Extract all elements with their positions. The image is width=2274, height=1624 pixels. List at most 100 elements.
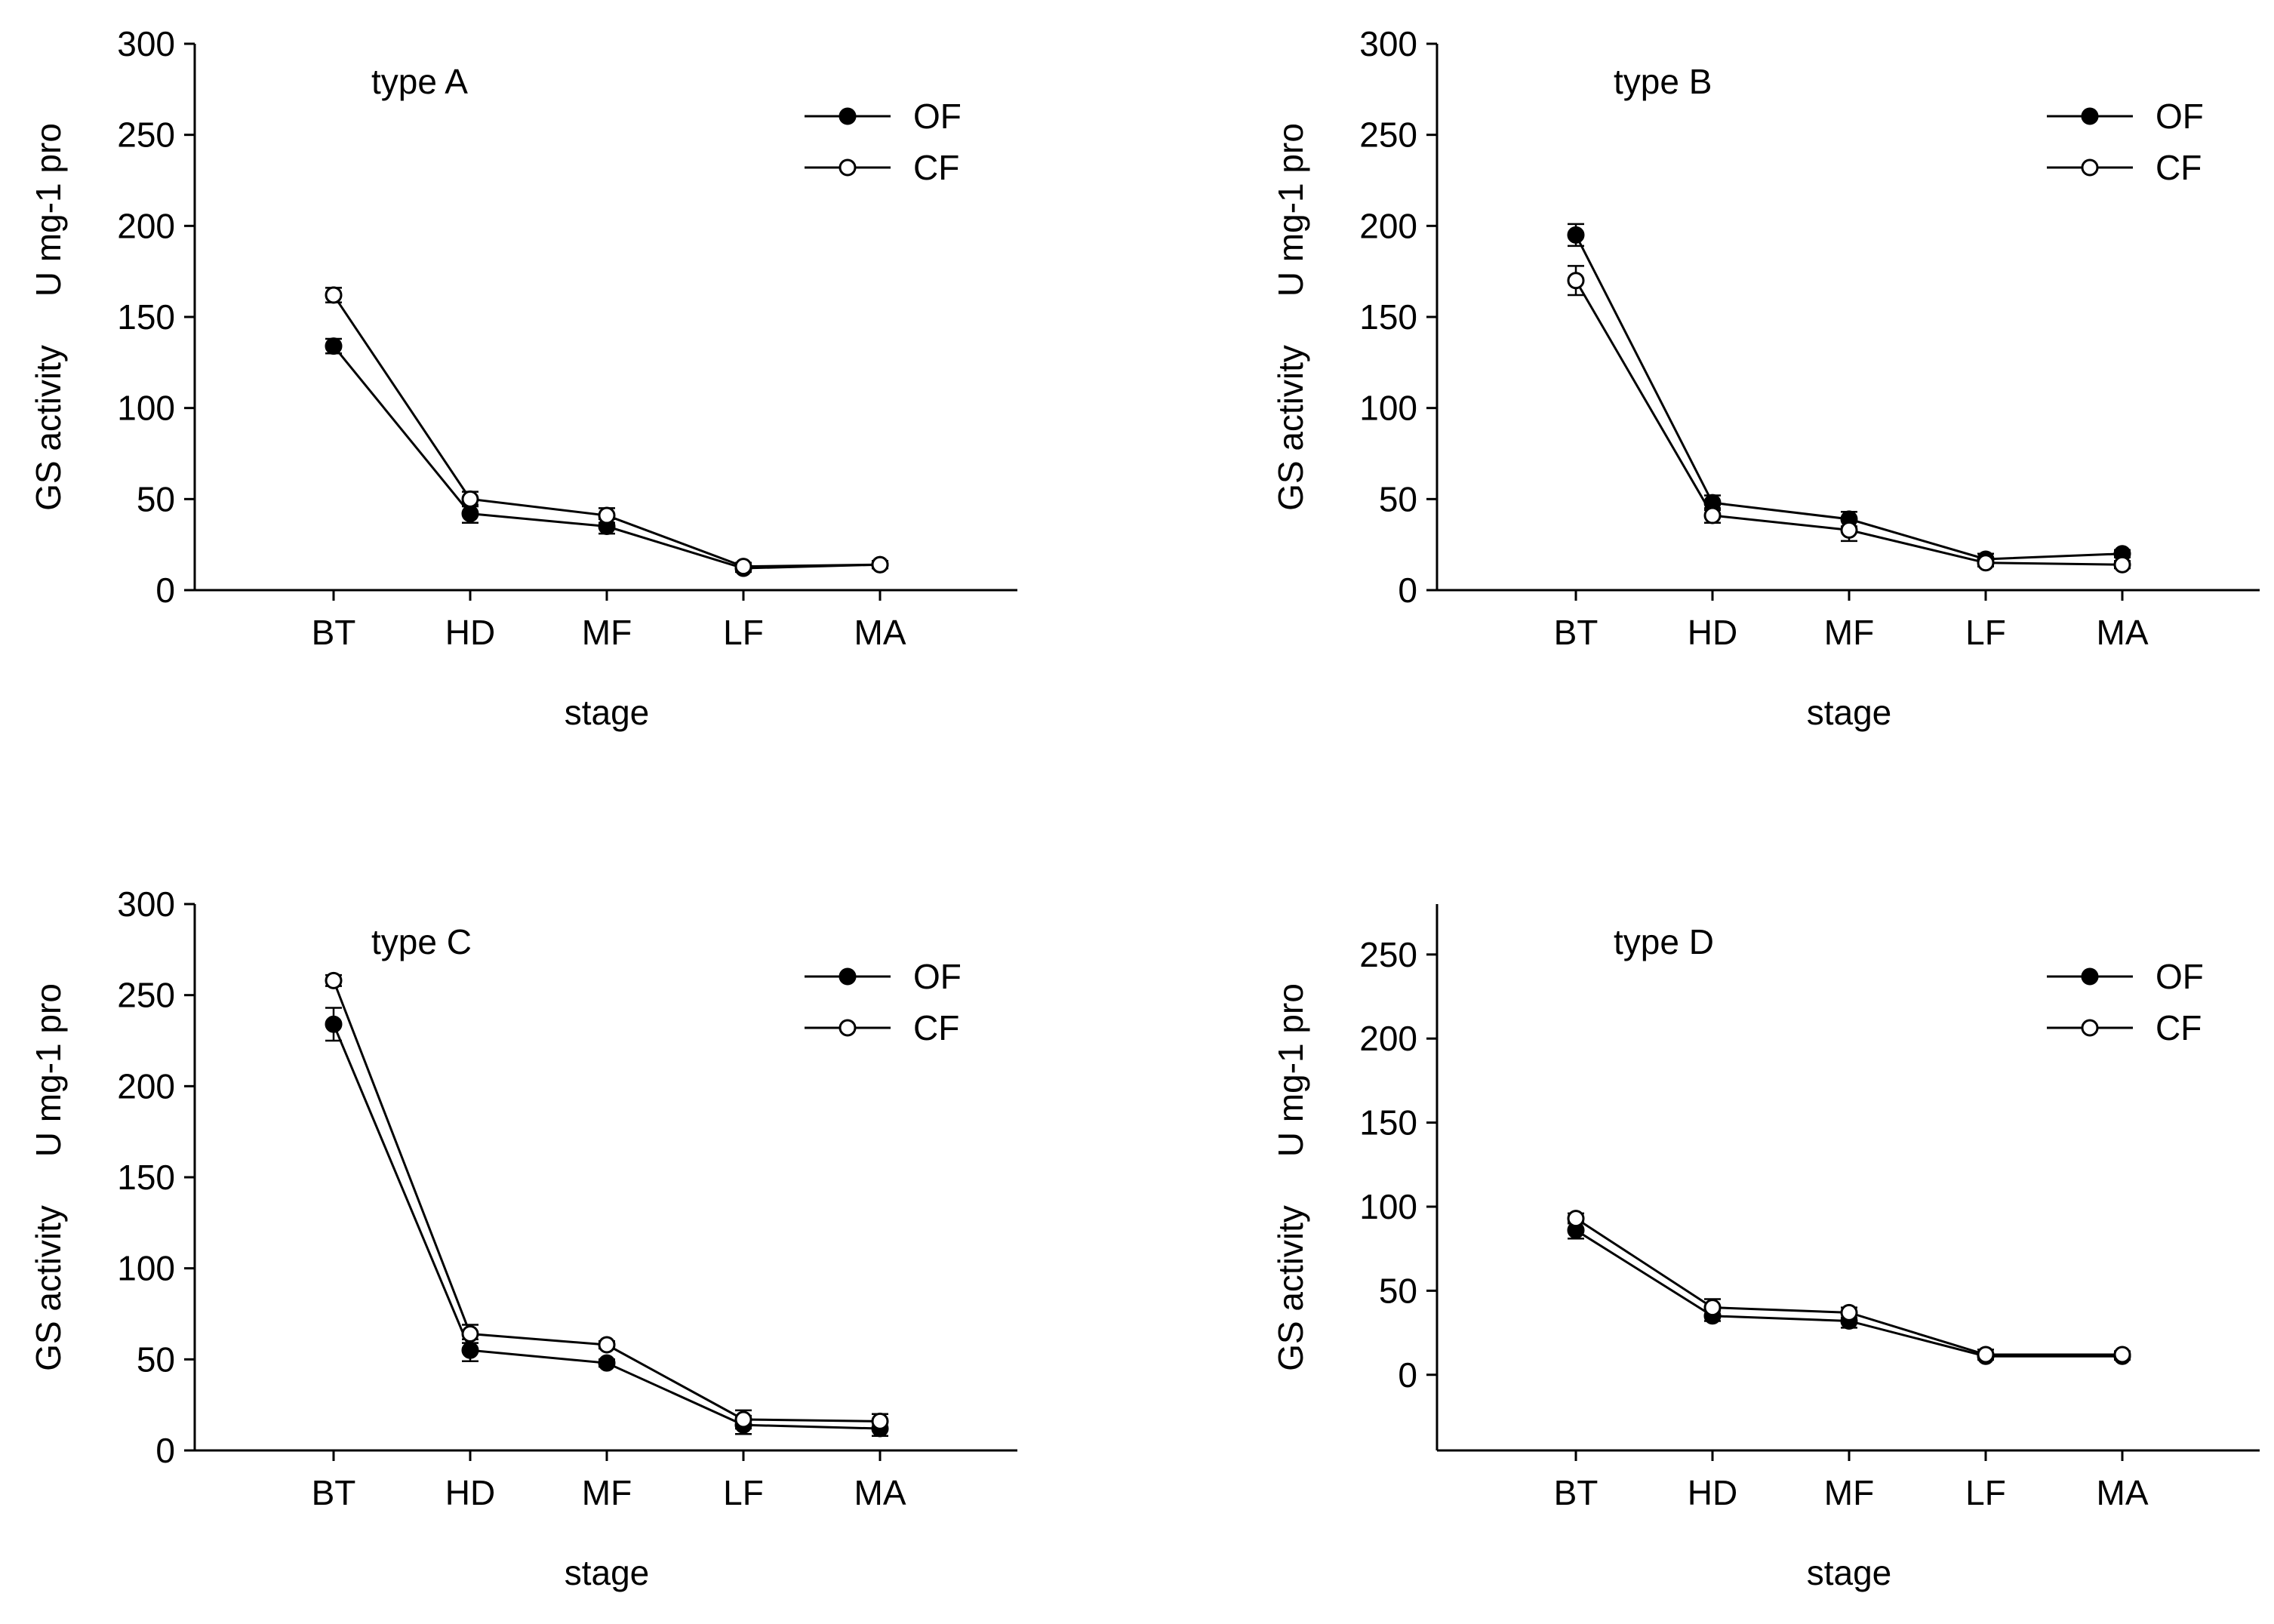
- y-tick-label: 250: [117, 115, 175, 155]
- data-point-CF: [461, 490, 479, 508]
- y-tick-label: 100: [117, 1249, 175, 1288]
- y-tick-label: 150: [1359, 1103, 1417, 1143]
- series-CF: [325, 286, 889, 576]
- series-CF: [1567, 1210, 2131, 1364]
- x-tick-label: MA: [854, 1473, 906, 1512]
- legend-marker: [839, 107, 857, 125]
- x-tick-label: LF: [723, 613, 764, 652]
- x-tick-label: HD: [1688, 613, 1737, 652]
- y-tick-label: 0: [155, 1431, 175, 1470]
- y-tick-label: 150: [117, 1158, 175, 1197]
- y-tick-label: 50: [137, 479, 175, 518]
- legend-marker: [839, 158, 857, 177]
- x-tick-label: LF: [1965, 613, 2006, 652]
- legend-item-CF: CF: [2047, 148, 2202, 187]
- chart-panel-1: 0 50 100 150 200 250 300 BT HD MF LF MA stage GS acti…: [29, 24, 1017, 732]
- legend-label: OF: [2156, 97, 2204, 136]
- y-tick-label: 50: [1379, 1271, 1417, 1310]
- x-tick-label: MF: [582, 613, 632, 652]
- data-point-CF: [1703, 506, 1722, 524]
- legend-marker: [2081, 967, 2099, 986]
- legend-marker: [2081, 158, 2099, 177]
- x-axis-title: stage: [565, 1553, 650, 1592]
- legend-item-OF: OF: [805, 957, 962, 996]
- x-axis-title: stage: [1807, 1553, 1892, 1592]
- data-point-CF: [1567, 1210, 1585, 1228]
- y-tick-label: 0: [1398, 571, 1417, 610]
- data-point-CF: [734, 558, 752, 576]
- series-OF: [325, 1007, 889, 1438]
- legend-item-CF: CF: [2047, 1008, 2202, 1047]
- series-line-CF: [1575, 1217, 2122, 1356]
- y-tick-label: 200: [117, 206, 175, 245]
- data-point-CF: [598, 1336, 616, 1354]
- data-point-OF: [325, 1015, 343, 1033]
- y-tick-label: 300: [1359, 24, 1417, 63]
- data-point-OF: [598, 1354, 616, 1372]
- data-point-CF: [1840, 521, 1858, 539]
- data-point-CF: [734, 1410, 752, 1429]
- y-tick-label: 0: [155, 571, 175, 610]
- data-point-CF: [325, 971, 343, 989]
- data-point-OF: [1567, 226, 1585, 244]
- x-tick-label: HD: [445, 1473, 495, 1512]
- y-axis-title: GS activity U mg-1 pro: [29, 983, 68, 1371]
- data-point-CF: [1567, 272, 1585, 290]
- chart-panel-4: 0 50 100 150 200 250 BT HD MF LF MA stage GS activit…: [1271, 904, 2260, 1592]
- y-tick-label: 250: [117, 976, 175, 1015]
- legend-label: CF: [2156, 148, 2202, 187]
- panel-title: type A: [371, 62, 468, 101]
- x-axis-title: stage: [1807, 693, 1892, 732]
- series-CF: [325, 971, 889, 1430]
- data-point-OF: [461, 1341, 479, 1359]
- legend-marker: [839, 1019, 857, 1037]
- x-tick-label: MA: [854, 613, 906, 652]
- data-point-CF: [1977, 1346, 1995, 1364]
- series-line-OF: [1575, 1229, 2122, 1358]
- panel-title: type B: [1614, 62, 1712, 101]
- y-axis-title: GS activity U mg-1 pro: [1271, 983, 1310, 1371]
- x-tick-label: BT: [1554, 1473, 1599, 1512]
- y-tick-label: 50: [137, 1339, 175, 1379]
- legend-marker: [839, 967, 857, 986]
- x-tick-label: BT: [1554, 613, 1599, 652]
- data-point-CF: [1977, 554, 1995, 572]
- x-tick-label: MF: [1824, 613, 1874, 652]
- y-tick-label: 250: [1359, 935, 1417, 974]
- chart-panel-3: 0 50 100 150 200 250 300 BT HD MF LF MA stage GS acti…: [29, 884, 1017, 1592]
- y-tick-label: 200: [1359, 1019, 1417, 1058]
- y-tick-label: 50: [1379, 479, 1417, 518]
- panel-title: type C: [371, 922, 472, 961]
- series-CF: [1567, 265, 2131, 574]
- y-tick-label: 100: [1359, 389, 1417, 428]
- x-tick-label: BT: [312, 613, 356, 652]
- series-OF: [325, 337, 889, 577]
- data-point-CF: [871, 555, 889, 574]
- legend-item-CF: CF: [805, 148, 959, 187]
- legend-label: OF: [2156, 957, 2204, 996]
- legend-label: CF: [913, 148, 959, 187]
- data-point-CF: [2113, 1346, 2131, 1364]
- y-tick-label: 300: [117, 24, 175, 63]
- legend-item-OF: OF: [805, 97, 962, 136]
- series-OF: [1567, 1220, 2131, 1365]
- y-tick-label: 250: [1359, 115, 1417, 155]
- legend-marker: [2081, 1019, 2099, 1037]
- legend-item-OF: OF: [2047, 97, 2204, 136]
- x-tick-label: BT: [312, 1473, 356, 1512]
- x-tick-label: MA: [2097, 1473, 2149, 1512]
- x-tick-label: HD: [1688, 1473, 1737, 1512]
- y-axis-title: GS activity U mg-1 pro: [29, 123, 68, 511]
- chart-panel-2: 0 50 100 150 200 250 300 BT HD MF LF MA stage GS acti…: [1271, 24, 2260, 732]
- data-point-OF: [325, 337, 343, 355]
- data-point-CF: [598, 506, 616, 524]
- legend-label: CF: [2156, 1008, 2202, 1047]
- data-point-CF: [461, 1325, 479, 1343]
- data-point-CF: [1703, 1299, 1722, 1317]
- y-tick-label: 300: [117, 884, 175, 924]
- y-tick-label: 150: [1359, 297, 1417, 337]
- legend-label: OF: [913, 957, 962, 996]
- y-tick-label: 100: [1359, 1187, 1417, 1226]
- x-tick-label: MF: [1824, 1473, 1874, 1512]
- x-tick-label: HD: [445, 613, 495, 652]
